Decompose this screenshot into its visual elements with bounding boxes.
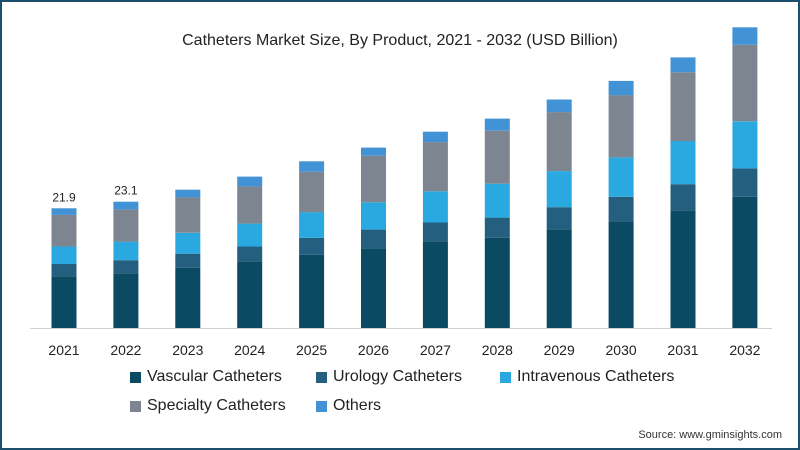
x-tick-label: 2026 bbox=[358, 342, 389, 358]
bar-segment bbox=[299, 237, 325, 255]
bar-segment bbox=[546, 99, 572, 113]
bar-segment bbox=[237, 246, 263, 262]
bar-segment bbox=[361, 147, 386, 156]
bar-segment bbox=[484, 183, 510, 218]
bar-segment bbox=[422, 241, 448, 328]
legend-swatch bbox=[316, 371, 327, 383]
legend-swatch bbox=[130, 400, 141, 412]
x-tick-label: 2031 bbox=[667, 342, 698, 358]
bar-segment bbox=[113, 241, 139, 261]
data-label: 21.9 bbox=[52, 190, 76, 204]
bar-segment bbox=[484, 237, 510, 328]
bar-segment bbox=[732, 196, 758, 328]
bar-segment bbox=[732, 27, 758, 45]
chart-title: Catheters Market Size, By Product, 2021 … bbox=[182, 32, 618, 49]
bar-segment bbox=[175, 267, 201, 328]
bar-segment bbox=[51, 264, 77, 277]
bar-segment bbox=[237, 186, 263, 224]
bar-segment bbox=[484, 130, 510, 184]
bar-segment bbox=[299, 161, 325, 172]
bar-segment bbox=[422, 131, 448, 143]
bar-segment bbox=[608, 196, 634, 222]
legend-label: Vascular Catheters bbox=[147, 368, 282, 385]
legend-item: Urology Catheters bbox=[316, 368, 462, 386]
bar-segment bbox=[361, 202, 386, 230]
legend-label: Specialty Catheters bbox=[147, 397, 286, 414]
bar-segment bbox=[608, 157, 634, 197]
legend-label: Urology Catheters bbox=[333, 368, 462, 385]
legend-item: Vascular Catheters bbox=[130, 368, 282, 386]
bar-segment bbox=[670, 72, 696, 142]
x-tick-label: 2025 bbox=[296, 342, 327, 358]
bar-segment bbox=[361, 229, 386, 249]
bar-segment bbox=[670, 210, 696, 328]
bar-segment bbox=[608, 95, 634, 158]
bar-segment bbox=[51, 246, 77, 264]
bar-segment bbox=[175, 197, 201, 233]
bar-segment bbox=[175, 232, 201, 254]
bar-segment bbox=[546, 207, 572, 230]
bar-segment bbox=[422, 191, 448, 223]
bar-segment bbox=[732, 168, 758, 197]
legend-swatch bbox=[316, 400, 327, 412]
source-note: Source: www.gminsights.com bbox=[638, 429, 782, 441]
legend-label: Intravenous Catheters bbox=[517, 368, 675, 385]
legend-swatch bbox=[500, 371, 511, 383]
bar-segment bbox=[113, 209, 139, 242]
bar-segment bbox=[299, 171, 325, 213]
bar-segment bbox=[732, 44, 758, 122]
x-tick-label: 2028 bbox=[482, 342, 513, 358]
bar-segment bbox=[51, 276, 77, 328]
bar-segment bbox=[237, 176, 263, 187]
bar-segment bbox=[546, 229, 572, 328]
x-tick-label: 2030 bbox=[606, 342, 637, 358]
bar-segment bbox=[546, 171, 572, 208]
x-tick-label: 2022 bbox=[110, 342, 141, 358]
legend-label: Others bbox=[333, 397, 382, 414]
legend-item: Others bbox=[316, 397, 381, 415]
bar-segment bbox=[237, 223, 263, 247]
bar-segment bbox=[175, 189, 201, 198]
bar-segment bbox=[608, 80, 634, 96]
bar-segment bbox=[361, 155, 386, 203]
bar-segment bbox=[670, 141, 696, 185]
bar-segment bbox=[51, 208, 77, 215]
bar-segment bbox=[237, 261, 263, 328]
bar-segment bbox=[51, 214, 77, 247]
bar-segment bbox=[113, 201, 139, 210]
data-label: 23.1 bbox=[114, 184, 138, 198]
chart-legend: Vascular Catheters Urology Catheters Intra… bbox=[2, 364, 798, 424]
bar-segment bbox=[484, 118, 510, 131]
bar-segment bbox=[113, 260, 139, 274]
bar-segment bbox=[361, 248, 386, 328]
x-tick-label: 2024 bbox=[234, 342, 265, 358]
bar-segment bbox=[422, 222, 448, 242]
x-tick-label: 2029 bbox=[544, 342, 575, 358]
bar-segment bbox=[113, 273, 139, 328]
bar-segment bbox=[546, 112, 572, 172]
x-tick-label: 2021 bbox=[48, 342, 79, 358]
bar-segment bbox=[732, 121, 758, 169]
bar-segment bbox=[299, 254, 325, 328]
bar-segment bbox=[670, 57, 696, 73]
bar-segment bbox=[175, 253, 201, 268]
x-tick-label: 2023 bbox=[172, 342, 203, 358]
bar-segment bbox=[670, 184, 696, 211]
bar-segment bbox=[422, 142, 448, 192]
bar-segment bbox=[484, 217, 510, 238]
legend-item: Specialty Catheters bbox=[130, 397, 286, 415]
x-tick-label: 2027 bbox=[420, 342, 451, 358]
legend-item: Intravenous Catheters bbox=[500, 368, 674, 386]
bar-segment bbox=[608, 221, 634, 328]
x-tick-label: 2032 bbox=[729, 342, 760, 358]
legend-swatch bbox=[130, 371, 141, 383]
bar-segment bbox=[299, 212, 325, 238]
